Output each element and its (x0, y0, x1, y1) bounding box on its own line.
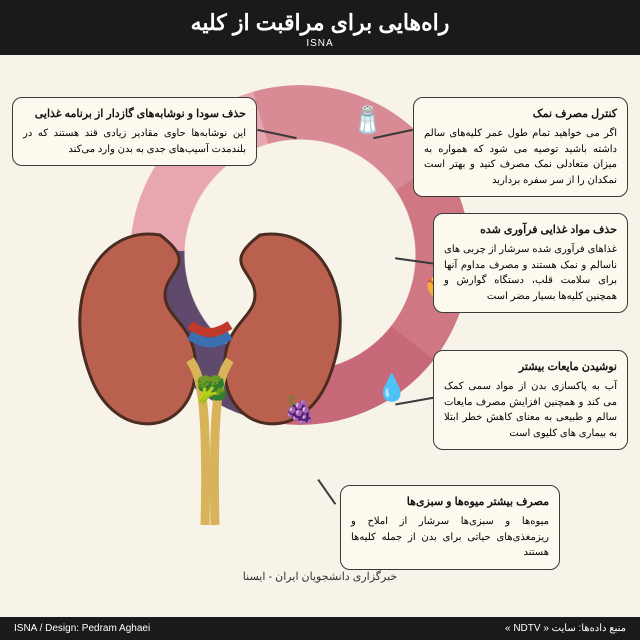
tip-salt: کنترل مصرف نمک اگر می خواهید تمام طول عم… (413, 97, 628, 197)
tip-text: غذاهای فرآوری شده سرشار از چربی های ناسا… (444, 244, 617, 302)
footer-agency: خبرگزاری دانشجویان ایران - ایسنا (0, 570, 640, 583)
tip-text: این نوشابه‌ها حاوی مقادیر زیادی قند هستن… (23, 128, 246, 155)
broccoli-icon: 🥦 (196, 375, 228, 406)
footer-design: ISNA / Design: Pedram Aghaei (14, 623, 150, 634)
tip-water: نوشیدن مایعات بیشتر آب به پاکسازی بدن از… (433, 350, 628, 450)
salt-icon: 🧂 (352, 105, 384, 136)
tip-heading: حذف مواد غذایی فرآوری شده (444, 222, 617, 239)
brand: ISNA (20, 38, 620, 49)
footer-bar: منبع داده‌ها: سایت « NDTV » ISNA / Desig… (0, 617, 640, 640)
tip-heading: کنترل مصرف نمک (424, 106, 617, 123)
tip-processed: حذف مواد غذایی فرآوری شده غذاهای فرآوری … (433, 213, 628, 313)
tip-heading: حذف سودا و نوشابه‌های گازدار از برنامه غ… (23, 106, 246, 123)
header: راه‌هایی برای مراقبت از کلیه ISNA (0, 0, 640, 55)
tip-text: میوه‌ها و سبزی‌ها سرشار از املاح و ریزمغ… (351, 516, 549, 558)
page-title: راه‌هایی برای مراقبت از کلیه (20, 10, 620, 36)
tip-text: آب به پاکسازی بدن از مواد سمی کمک می کند… (444, 381, 617, 439)
tip-soda: حذف سودا و نوشابه‌های گازدار از برنامه غ… (12, 97, 257, 166)
infographic-canvas: 🧂 🥤 🌭 💧 🍇 🥦 کنترل مصرف نمک اگر می خواهید… (0, 55, 640, 615)
tip-text: اگر می خواهید تمام طول عمر کلیه‌های سالم… (424, 128, 617, 186)
tip-fruits: مصرف بیشتر میوه‌ها و سبزی‌ها میوه‌ها و س… (340, 485, 560, 570)
water-icon: 💧 (376, 373, 408, 404)
footer-source: منبع داده‌ها: سایت « NDTV » (505, 623, 626, 634)
kidneys-illustration (40, 175, 380, 535)
tip-heading: مصرف بیشتر میوه‌ها و سبزی‌ها (351, 494, 549, 511)
tip-heading: نوشیدن مایعات بیشتر (444, 359, 617, 376)
grapes-icon: 🍇 (284, 395, 316, 426)
